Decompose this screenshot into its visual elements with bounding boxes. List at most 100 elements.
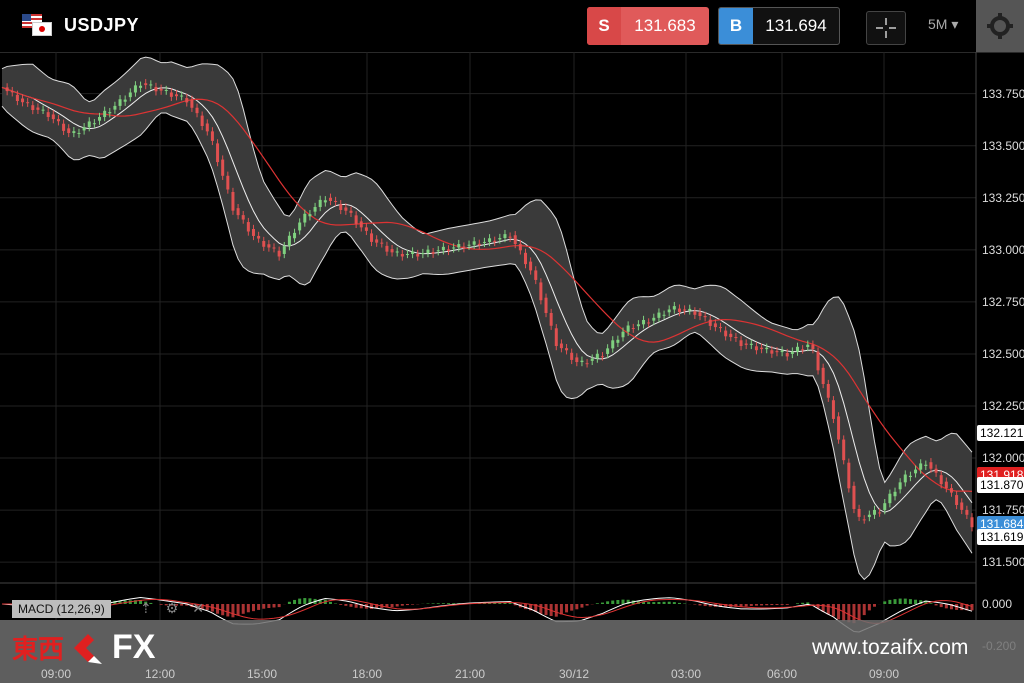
macd-histogram-bar [390, 604, 394, 608]
candle-body [421, 253, 425, 255]
macd-histogram-bar [719, 604, 723, 608]
candle-body [15, 94, 19, 102]
candle-body [277, 250, 281, 257]
candle-body [26, 102, 30, 104]
candle-body [431, 252, 435, 254]
macd-histogram-bar [575, 604, 579, 610]
candle-body [657, 312, 661, 318]
currency-flags-icon [22, 14, 52, 36]
macd-histogram-bar [554, 604, 558, 617]
macd-histogram-bar [246, 604, 250, 613]
candle-body [67, 128, 71, 133]
candle-body [919, 463, 923, 470]
candle-body [949, 488, 953, 493]
macd-histogram-bar [872, 604, 876, 607]
candle-body [241, 215, 245, 220]
buy-button[interactable]: B 131.694 [718, 7, 840, 45]
candle-body [426, 249, 430, 254]
macd-histogram-bar [765, 604, 769, 606]
candle-body [893, 491, 897, 497]
candle-body [677, 308, 681, 313]
candle-body [565, 348, 569, 351]
macd-histogram-bar [667, 601, 671, 604]
candle-body [62, 123, 66, 131]
candle-body [595, 353, 599, 359]
candle-body [636, 324, 640, 327]
close-icon[interactable]: ✕ [192, 600, 205, 616]
site-url: www.tozaifx.com [812, 636, 969, 659]
candle-body [113, 105, 117, 110]
candle-body [385, 245, 389, 252]
candle-body [513, 235, 517, 245]
timeframe-select[interactable]: 5M ▾ [928, 16, 959, 32]
bollinger-band [2, 57, 972, 580]
macd-histogram-bar [257, 604, 261, 610]
macd-histogram-bar [375, 604, 379, 609]
candle-body [831, 400, 835, 419]
macd-histogram-bar [493, 603, 497, 604]
candle-body [811, 344, 815, 350]
macd-histogram-bar [914, 599, 918, 604]
macd-histogram-bar [662, 601, 666, 604]
candle-body [498, 238, 502, 240]
candle-body [313, 207, 317, 212]
candle-body [195, 107, 199, 114]
candle-body [10, 91, 14, 93]
macd-indicator-label[interactable]: MACD (12,26,9) [12, 600, 111, 618]
candle-body [703, 315, 707, 318]
candle-body [477, 243, 481, 246]
bollinger-upper [1, 56, 973, 484]
settings-button[interactable] [976, 0, 1024, 52]
macd-histogram-bar [441, 603, 445, 604]
candle-body [760, 347, 764, 350]
macd-histogram-bar [231, 604, 235, 618]
candle-body [36, 107, 40, 110]
candle-body [210, 131, 214, 141]
macd-histogram-bar [139, 600, 143, 604]
x-tick-label: 15:00 [246, 667, 278, 681]
macd-histogram-bar [821, 604, 825, 612]
candle-body [883, 503, 887, 511]
settings-icon[interactable]: ⚙ [165, 600, 179, 616]
candle-body [765, 347, 769, 350]
candle-body [611, 340, 615, 349]
candle-body [411, 251, 415, 254]
macd-histogram-bar [801, 602, 805, 604]
candle-body [251, 229, 255, 236]
x-tick-label: 30/12 [558, 667, 590, 681]
candle-body [867, 514, 871, 518]
candle-body [82, 127, 86, 131]
candle-body [652, 317, 656, 321]
sell-button[interactable]: S 131.683 [587, 7, 709, 45]
crosshair-button[interactable] [866, 11, 906, 45]
candle-body [837, 416, 841, 440]
symbol-selector[interactable]: USDJPY [22, 14, 139, 36]
macd-histogram-bar [452, 603, 456, 604]
macd-histogram-bar [411, 604, 415, 605]
candle-body [924, 464, 928, 466]
macd-histogram-bar [287, 601, 291, 604]
candle-body [857, 508, 861, 517]
macd-histogram-bar [826, 604, 830, 615]
macd-histogram-bar [754, 604, 758, 606]
price-chart[interactable] [0, 52, 1024, 683]
macd-histogram-bar [436, 603, 440, 604]
candle-body [626, 325, 630, 332]
candle-body [672, 306, 676, 310]
macd-histogram-bar [174, 604, 178, 606]
candle-body [405, 253, 409, 255]
candle-body [41, 109, 45, 111]
candle-body [482, 241, 486, 243]
candle-body [903, 474, 907, 483]
macd-histogram-bar [775, 604, 779, 605]
candle-body [149, 84, 153, 86]
buy-price: 131.694 [765, 16, 827, 35]
candle-body [688, 308, 692, 311]
macd-histogram-bar [893, 599, 897, 604]
candle-body [298, 222, 302, 231]
candle-body [169, 92, 173, 97]
candle-body [123, 99, 127, 102]
logo-cjk: 東西 [12, 635, 65, 665]
candle-body [821, 367, 825, 385]
arrow-up-icon[interactable]: ⇡ [140, 600, 152, 616]
